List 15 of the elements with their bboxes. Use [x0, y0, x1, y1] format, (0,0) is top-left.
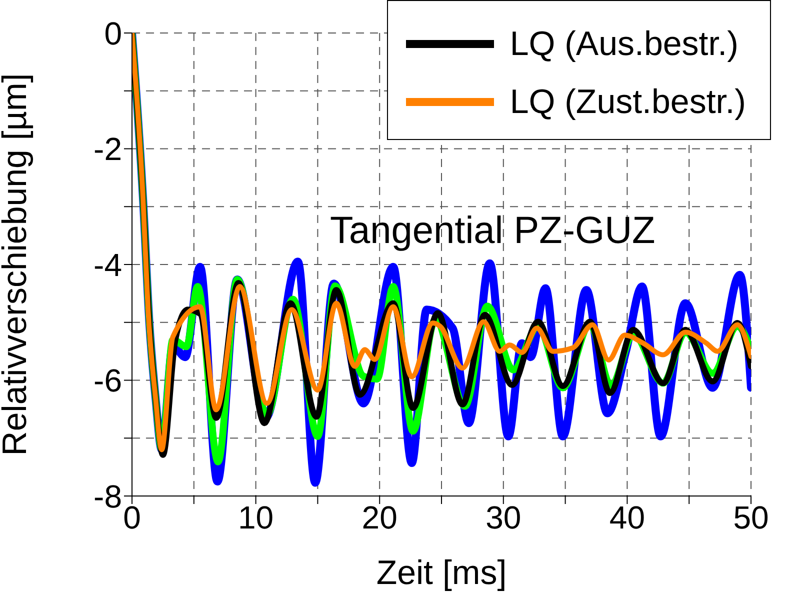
legend-label: LQ (Zust.bestr.) [510, 82, 746, 122]
x-tick-label: 10 [238, 500, 274, 536]
x-tick-label: 20 [362, 500, 398, 536]
y-axis-title: Relativverschiebung [µm] [0, 73, 34, 456]
y-tick-label: -4 [94, 246, 122, 283]
y-tick-label: -6 [94, 362, 122, 399]
legend-label: LQ (Aus.bestr.) [510, 24, 738, 64]
x-tick-label: 50 [733, 500, 769, 536]
x-axis-title: Zeit [ms] [376, 554, 507, 592]
x-tick-label: 30 [486, 500, 522, 536]
y-tick-label: -2 [94, 131, 122, 168]
annotation: Tangential PZ-GUZ [330, 210, 656, 253]
y-tick-label: -8 [94, 478, 122, 514]
y-tick-label: 0 [104, 15, 122, 52]
x-tick-label: 40 [609, 500, 645, 536]
